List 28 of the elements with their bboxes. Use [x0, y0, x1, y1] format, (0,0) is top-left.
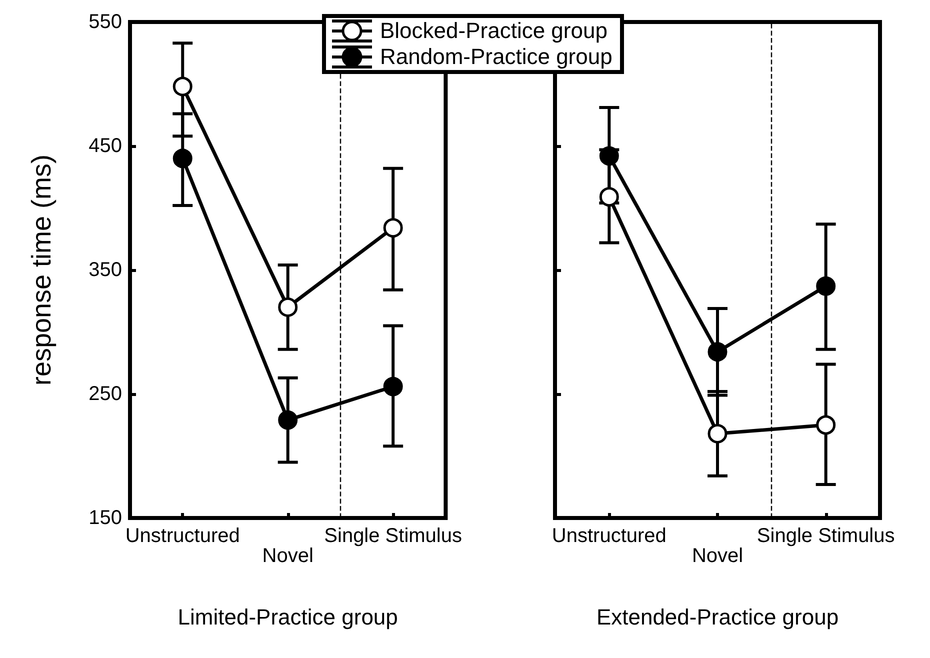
- y-tick-label: 150: [88, 507, 122, 529]
- legend-label: Blocked-Practice group: [380, 18, 608, 44]
- x-tick-label: Single Stimulus: [324, 525, 462, 547]
- x-tick-label: Unstructured: [125, 525, 240, 547]
- point: [172, 148, 192, 168]
- point: [383, 376, 403, 396]
- point: [708, 342, 728, 362]
- y-axis-title: response time (ms): [26, 154, 56, 386]
- y-tick-label: 350: [88, 259, 122, 281]
- x-tick-label: Novel: [262, 545, 314, 567]
- x-axis-title: Extended-Practice group: [596, 604, 839, 630]
- point: [708, 424, 728, 444]
- point: [599, 146, 619, 166]
- point: [383, 218, 403, 238]
- point: [816, 415, 836, 435]
- y-tick-label: 450: [88, 135, 122, 157]
- x-tick-label: Single Stimulus: [756, 525, 895, 547]
- point: [278, 410, 298, 430]
- point: [278, 297, 298, 317]
- legend-label: Random-Practice group: [380, 44, 612, 70]
- y-tick-label: 550: [88, 11, 122, 33]
- point: [816, 276, 836, 296]
- x-tick-label: Unstructured: [552, 525, 666, 547]
- x-axis-title: Limited-Practice group: [178, 604, 398, 630]
- point: [172, 76, 192, 96]
- y-tick-label: 250: [88, 383, 122, 405]
- x-tick-label: Novel: [692, 545, 744, 567]
- point: [599, 187, 619, 207]
